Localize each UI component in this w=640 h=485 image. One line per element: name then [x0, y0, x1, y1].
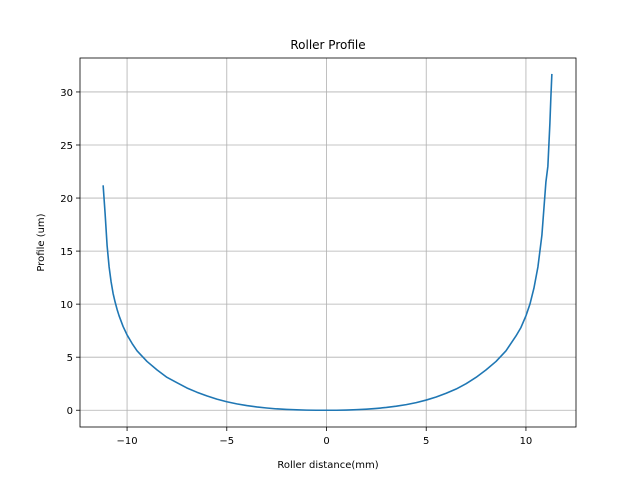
plot-frame [79, 57, 577, 428]
x-tick-label: 10 [520, 436, 533, 447]
y-tick-label: 0 [67, 406, 73, 417]
y-tick-label: 5 [67, 353, 73, 364]
plot-lines [102, 73, 553, 412]
chart-title: Roller Profile [290, 38, 365, 52]
y-tick-label: 25 [60, 141, 73, 152]
y-tick-label: 10 [60, 300, 73, 311]
x-tick-label: −5 [219, 436, 234, 447]
y-tick-label: 20 [60, 194, 73, 205]
y-tick-label: 15 [60, 247, 73, 258]
x-tick-label: 0 [323, 436, 329, 447]
x-tick-label: −10 [117, 436, 138, 447]
y-tick-label: 30 [60, 88, 73, 99]
axis-ticks: −10 −5 0 5 10 0 5 10 15 20 25 30 [60, 88, 532, 447]
profile-line [102, 73, 553, 412]
x-axis-label: Roller distance(mm) [277, 460, 378, 471]
x-tick-label: 5 [423, 436, 429, 447]
y-axis-label: Profile (um) [36, 213, 47, 271]
